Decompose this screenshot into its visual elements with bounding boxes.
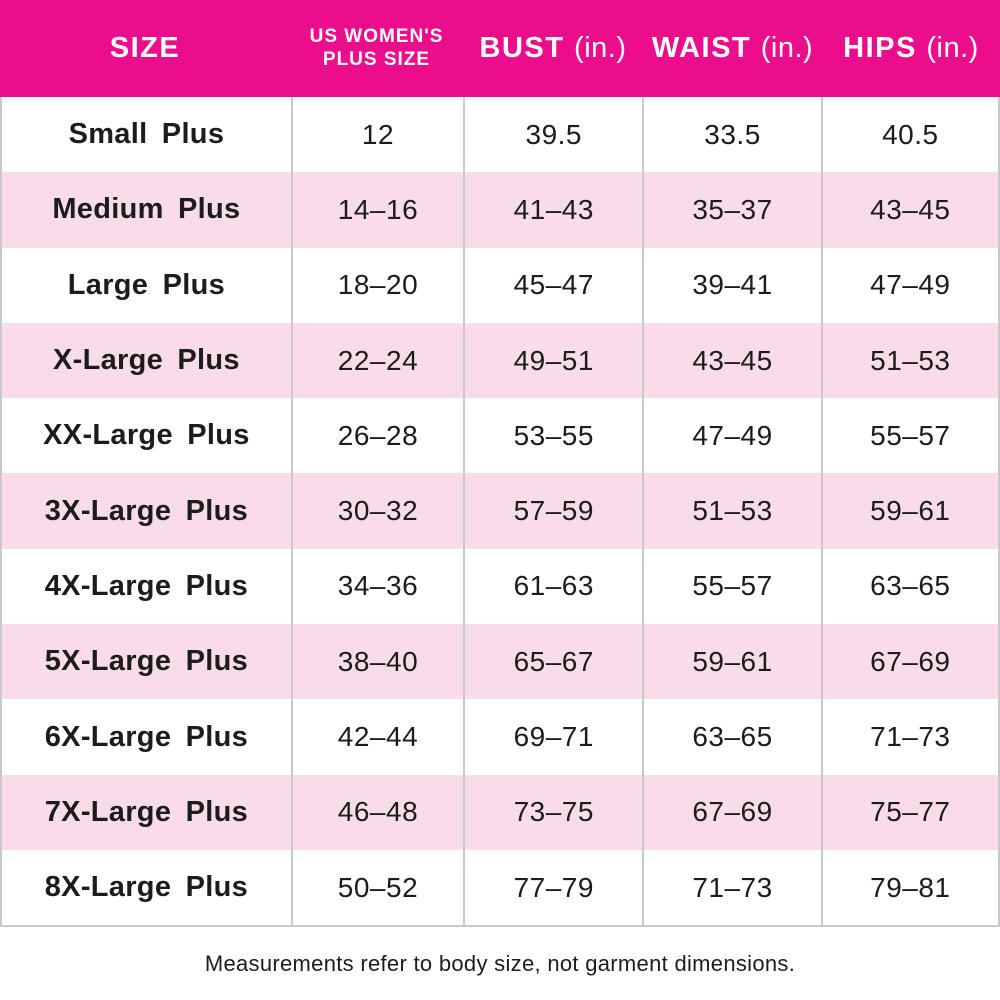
size-cell: XX-Large Plus bbox=[43, 419, 250, 452]
size-cell: Small Plus bbox=[68, 118, 225, 151]
plus-size-cell: 22–24 bbox=[290, 322, 463, 399]
plus-size-cell: 38–40 bbox=[290, 624, 463, 700]
table-row: 6X-Large Plus 42–44 69–71 63–65 71–73 bbox=[2, 699, 998, 775]
waist-cell: 71–73 bbox=[642, 849, 820, 926]
size-cell: Large Plus bbox=[67, 268, 226, 301]
bust-cell: 39.5 bbox=[463, 97, 642, 173]
waist-cell: 47–49 bbox=[642, 398, 820, 474]
hips-cell: 75–77 bbox=[820, 774, 998, 850]
table-row: Medium Plus 14–16 41–43 35–37 43–45 bbox=[2, 172, 998, 248]
bust-cell: 61–63 bbox=[463, 548, 642, 625]
bust-cell: 57–59 bbox=[463, 473, 642, 549]
plus-size-cell: 46–48 bbox=[290, 774, 463, 850]
size-cell: 5X-Large Plus bbox=[44, 645, 249, 678]
table-header-row: SIZE US WOMEN'S PLUS SIZE BUST (in.) WAI… bbox=[0, 0, 1000, 97]
plus-size-cell: 14–16 bbox=[290, 172, 463, 248]
column-header-hips-unit: (in.) bbox=[926, 31, 979, 64]
bust-cell: 45–47 bbox=[463, 247, 642, 323]
plus-size-cell: 26–28 bbox=[290, 398, 463, 474]
plus-size-cell: 50–52 bbox=[290, 849, 463, 926]
hips-cell: 67–69 bbox=[820, 624, 998, 700]
column-header-waist: WAIST (in.) bbox=[643, 31, 822, 65]
table-row: 4X-Large Plus 34–36 61–63 55–57 63–65 bbox=[2, 548, 998, 625]
plus-size-cell: 42–44 bbox=[290, 699, 463, 775]
size-cell: 4X-Large Plus bbox=[44, 569, 249, 602]
column-header-plus-size: US WOMEN'S PLUS SIZE bbox=[290, 26, 463, 72]
waist-cell: 33.5 bbox=[642, 97, 820, 173]
table-row: Small Plus 12 39.5 33.5 40.5 bbox=[2, 97, 998, 173]
table-row: 7X-Large Plus 46–48 73–75 67–69 75–77 bbox=[2, 774, 998, 850]
column-header-hips-label: HIPS bbox=[843, 31, 917, 64]
bust-cell: 53–55 bbox=[463, 398, 642, 474]
hips-cell: 79–81 bbox=[820, 849, 998, 926]
plus-size-cell: 34–36 bbox=[290, 548, 463, 625]
plus-size-cell: 18–20 bbox=[290, 247, 463, 323]
table-row: 5X-Large Plus 38–40 65–67 59–61 67–69 bbox=[2, 624, 998, 700]
bust-cell: 41–43 bbox=[463, 172, 642, 248]
hips-cell: 47–49 bbox=[820, 247, 998, 323]
hips-cell: 40.5 bbox=[820, 97, 998, 173]
waist-cell: 39–41 bbox=[642, 247, 820, 323]
size-cell: Medium Plus bbox=[52, 193, 241, 226]
waist-cell: 63–65 bbox=[642, 699, 820, 775]
column-header-bust-unit: (in.) bbox=[574, 31, 627, 64]
size-cell: 3X-Large Plus bbox=[44, 494, 249, 527]
size-cell: X-Large Plus bbox=[52, 344, 240, 377]
column-header-bust-label: BUST bbox=[479, 31, 565, 64]
footnote: Measurements refer to body size, not gar… bbox=[204, 950, 796, 976]
size-cell: 8X-Large Plus bbox=[44, 871, 249, 904]
size-cell: 6X-Large Plus bbox=[44, 720, 249, 753]
hips-cell: 51–53 bbox=[820, 322, 998, 399]
bust-cell: 69–71 bbox=[463, 699, 642, 775]
table-row: 3X-Large Plus 30–32 57–59 51–53 59–61 bbox=[2, 473, 998, 549]
column-header-waist-label: WAIST bbox=[651, 31, 752, 64]
column-header-size: SIZE bbox=[0, 31, 290, 65]
bust-cell: 65–67 bbox=[463, 624, 642, 700]
hips-cell: 43–45 bbox=[820, 172, 998, 248]
plus-size-cell: 30–32 bbox=[290, 473, 463, 549]
table-row: XX-Large Plus 26–28 53–55 47–49 55–57 bbox=[2, 398, 998, 474]
bust-cell: 73–75 bbox=[463, 774, 642, 850]
waist-cell: 43–45 bbox=[642, 322, 820, 399]
column-header-bust: BUST (in.) bbox=[463, 31, 643, 65]
table-row: X-Large Plus 22–24 49–51 43–45 51–53 bbox=[2, 322, 998, 399]
hips-cell: 55–57 bbox=[820, 398, 998, 474]
waist-cell: 67–69 bbox=[642, 774, 820, 850]
waist-cell: 55–57 bbox=[642, 548, 820, 625]
waist-cell: 35–37 bbox=[642, 172, 820, 248]
hips-cell: 71–73 bbox=[820, 699, 998, 775]
bust-cell: 77–79 bbox=[463, 849, 642, 926]
waist-cell: 51–53 bbox=[642, 473, 820, 549]
table-row: Large Plus 18–20 45–47 39–41 47–49 bbox=[2, 247, 998, 323]
hips-cell: 63–65 bbox=[820, 548, 998, 625]
waist-cell: 59–61 bbox=[642, 624, 820, 700]
hips-cell: 59–61 bbox=[820, 473, 998, 549]
bust-cell: 49–51 bbox=[463, 322, 642, 399]
column-header-plus-size-label: US WOMEN'S PLUS SIZE bbox=[309, 25, 444, 70]
table-body: Small Plus 12 39.5 33.5 40.5 Medium Plus… bbox=[0, 97, 1000, 928]
column-header-size-label: SIZE bbox=[109, 31, 181, 64]
column-header-waist-unit: (in.) bbox=[760, 31, 814, 64]
plus-size-cell: 12 bbox=[290, 97, 463, 173]
size-cell: 7X-Large Plus bbox=[44, 795, 249, 828]
table-row: 8X-Large Plus 50–52 77–79 71–73 79–81 bbox=[2, 849, 998, 926]
column-header-hips: HIPS (in.) bbox=[822, 31, 1000, 65]
